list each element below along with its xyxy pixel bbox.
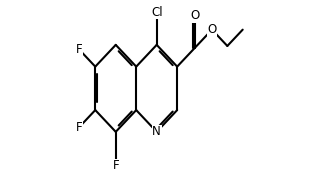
Text: F: F xyxy=(76,43,83,56)
Text: N: N xyxy=(152,125,161,138)
Text: O: O xyxy=(207,23,217,36)
Text: Cl: Cl xyxy=(151,6,163,19)
Text: F: F xyxy=(112,159,119,172)
Text: F: F xyxy=(76,121,83,134)
Text: O: O xyxy=(190,9,199,22)
